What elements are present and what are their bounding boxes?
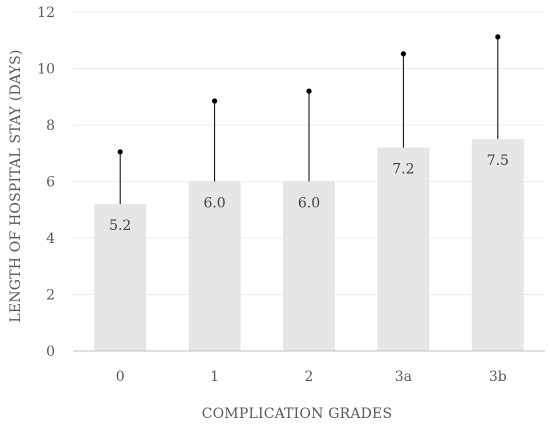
bar-2 (283, 181, 335, 351)
x-tick-label-3b: 3b (489, 369, 507, 385)
data-label-0: 5.2 (109, 218, 131, 234)
x-tick-label-3a: 3a (395, 369, 412, 385)
error-cap-3b (495, 34, 501, 40)
bar-1 (188, 181, 241, 351)
error-cap-1 (212, 98, 218, 104)
bar-3a (377, 147, 430, 351)
y-tick-label: 0 (46, 344, 55, 360)
error-cap-2 (306, 88, 312, 94)
x-tick-label-1: 1 (210, 369, 219, 385)
data-labels: 5.2 6.0 6.0 7.2 7.5 (109, 153, 509, 234)
y-tick-label: 6 (46, 175, 55, 191)
x-tick-label-2: 2 (305, 369, 314, 385)
bar-3b (471, 139, 524, 351)
data-label-3b: 7.5 (487, 153, 509, 169)
error-cap-3a (400, 51, 406, 57)
y-tick-label: 10 (37, 62, 55, 78)
data-label-3a: 7.2 (392, 162, 414, 178)
y-axis-title: LENGTH OF HOSPITAL STAY (DAYS) (8, 49, 24, 322)
y-tick-label: 12 (37, 5, 55, 21)
x-axis-title: COMPLICATION GRADES (202, 406, 393, 422)
bars (94, 139, 524, 351)
x-tick-label-0: 0 (116, 369, 125, 385)
y-tick-label: 2 (46, 288, 55, 304)
error-cap-0 (117, 149, 123, 155)
data-label-1: 6.0 (203, 196, 225, 212)
y-tick-label: 4 (46, 231, 55, 247)
data-label-2: 6.0 (298, 196, 320, 212)
bar-0 (94, 204, 147, 351)
y-tick-label: 8 (46, 118, 55, 134)
error-bars (117, 34, 501, 205)
